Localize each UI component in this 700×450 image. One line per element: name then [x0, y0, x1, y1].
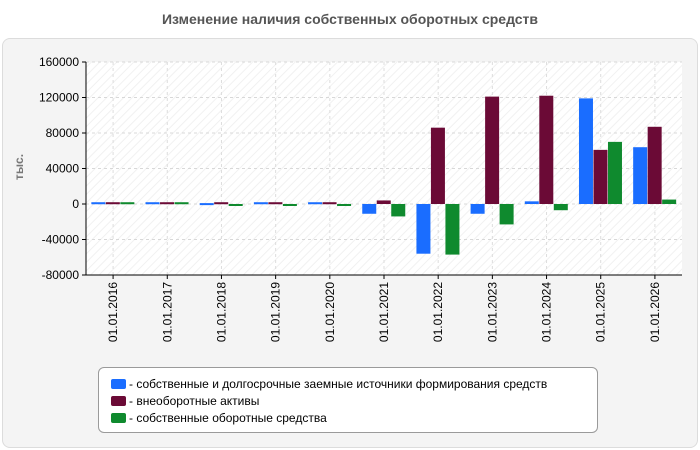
x-tick-label: 01.01.2019 [269, 282, 283, 342]
y-tick-label: 160000 [39, 55, 79, 69]
bar [337, 204, 352, 206]
bar [499, 204, 514, 225]
bar [607, 141, 622, 204]
bar [539, 95, 554, 204]
bar [120, 202, 135, 205]
legend-label: - собственные оборотные средства [129, 410, 327, 425]
axes [82, 61, 682, 279]
x-tick-label: 01.01.2023 [485, 282, 499, 342]
y-axis-label: тыс. [12, 154, 26, 180]
bar [593, 149, 608, 204]
bar [633, 147, 648, 204]
bar [362, 204, 377, 214]
bar [430, 127, 445, 204]
chart-title: Изменение наличия собственных оборотных … [161, 11, 539, 27]
bar [91, 202, 106, 205]
x-tick-label: 01.01.2022 [431, 282, 445, 342]
y-tick-label: -80000 [42, 268, 80, 282]
x-tick-label: 01.01.2021 [377, 282, 391, 342]
bar [445, 204, 460, 255]
legend-item: - собственные и долгосрочные заемные ист… [111, 375, 597, 392]
bar [228, 204, 243, 206]
x-tick-label: 01.01.2020 [323, 282, 337, 342]
y-tick-label: 80000 [46, 126, 80, 140]
bar [470, 204, 485, 214]
bar [524, 201, 539, 204]
y-tick-label: 0 [72, 197, 79, 211]
bar [416, 204, 431, 254]
bar [376, 200, 391, 204]
x-tick-label: 01.01.2024 [540, 282, 554, 342]
bar [578, 98, 593, 204]
legend-item: - собственные оборотные средства [111, 409, 597, 426]
bar [553, 204, 568, 211]
bar [160, 202, 175, 205]
bars [91, 95, 677, 255]
legend-swatch [111, 412, 126, 423]
legend-item: - внеоборотные активы [111, 392, 597, 409]
bar [174, 202, 189, 205]
bar [308, 202, 323, 205]
y-tick-labels: 160000 120000 80000 40000 0 -40000 -80000 [39, 55, 79, 282]
y-tick-label: 40000 [46, 162, 80, 176]
bar [214, 202, 229, 205]
legend-swatch [111, 395, 126, 406]
bar [199, 203, 214, 206]
legend-label: - внеоборотные активы [129, 393, 260, 408]
x-tick-label: 01.01.2025 [594, 282, 608, 342]
legend-label: - собственные и долгосрочные заемные ист… [129, 376, 548, 391]
bar [253, 202, 268, 205]
bar [485, 96, 500, 204]
y-tick-label: -40000 [42, 233, 80, 247]
x-tick-label: 01.01.2018 [214, 282, 228, 342]
bar [268, 202, 283, 205]
bar [105, 202, 120, 205]
x-tick-label: 01.01.2016 [106, 282, 120, 342]
bar [662, 199, 677, 204]
bar [145, 202, 160, 205]
legend-swatch [111, 378, 126, 389]
x-tick-labels: 01.01.2016 01.01.2017 01.01.2018 01.01.2019… [106, 282, 662, 342]
x-tick-label: 01.01.2017 [160, 282, 174, 342]
bar [391, 204, 406, 217]
legend: - собственные и долгосрочные заемные ист… [98, 367, 598, 433]
x-tick-label: 01.01.2026 [648, 282, 662, 342]
y-tick-label: 120000 [39, 91, 79, 105]
bar [282, 204, 297, 206]
bar [647, 126, 662, 204]
bar [322, 202, 337, 205]
